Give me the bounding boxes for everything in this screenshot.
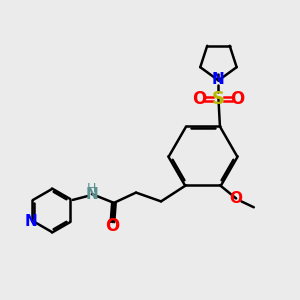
Text: O: O (230, 191, 243, 206)
Text: N: N (85, 187, 98, 202)
Text: O: O (230, 90, 245, 108)
Text: H: H (87, 182, 97, 195)
Text: N: N (24, 214, 37, 229)
Text: S: S (212, 90, 225, 108)
Text: O: O (192, 90, 206, 108)
Text: O: O (105, 217, 120, 235)
Text: N: N (212, 72, 225, 87)
